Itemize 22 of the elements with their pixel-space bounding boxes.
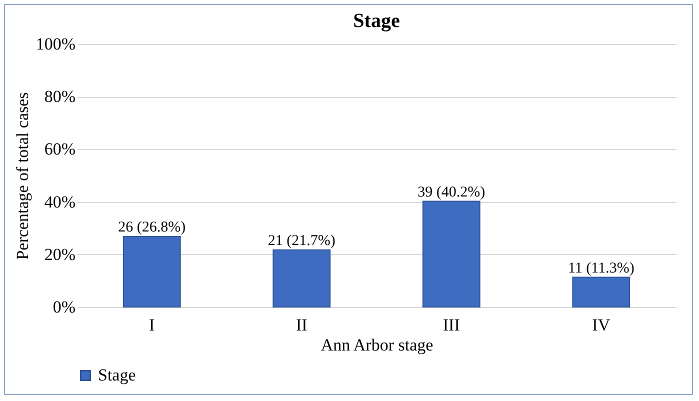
x-tick-label: IV	[592, 316, 611, 334]
y-axis-title: Percentage of total cases	[12, 92, 32, 260]
y-tick-label: 60%	[44, 140, 76, 159]
bar	[122, 236, 181, 308]
y-tick-label: 20%	[44, 244, 76, 264]
y-tick-label: 0%	[52, 298, 76, 316]
bar	[572, 276, 630, 308]
data-label: 26 (26.8%)	[118, 220, 186, 236]
data-label: 21 (21.7%)	[268, 232, 336, 249]
chart-title: Stage	[353, 10, 400, 32]
data-label: 11 (11.3%)	[568, 260, 634, 276]
bar	[422, 200, 480, 308]
y-tick-label: 80%	[44, 87, 76, 106]
y-tick-label: 100%	[36, 34, 76, 54]
x-tick-label: III	[442, 316, 460, 334]
x-tick-label: I	[149, 316, 156, 334]
data-label: 39 (40.2%)	[418, 184, 486, 200]
x-tick-label: II	[296, 316, 308, 334]
bar	[272, 249, 331, 308]
legend-label: Stage	[98, 366, 136, 384]
y-tick-label: 40%	[44, 192, 76, 212]
x-axis-title: Ann Arbor stage	[320, 336, 434, 354]
